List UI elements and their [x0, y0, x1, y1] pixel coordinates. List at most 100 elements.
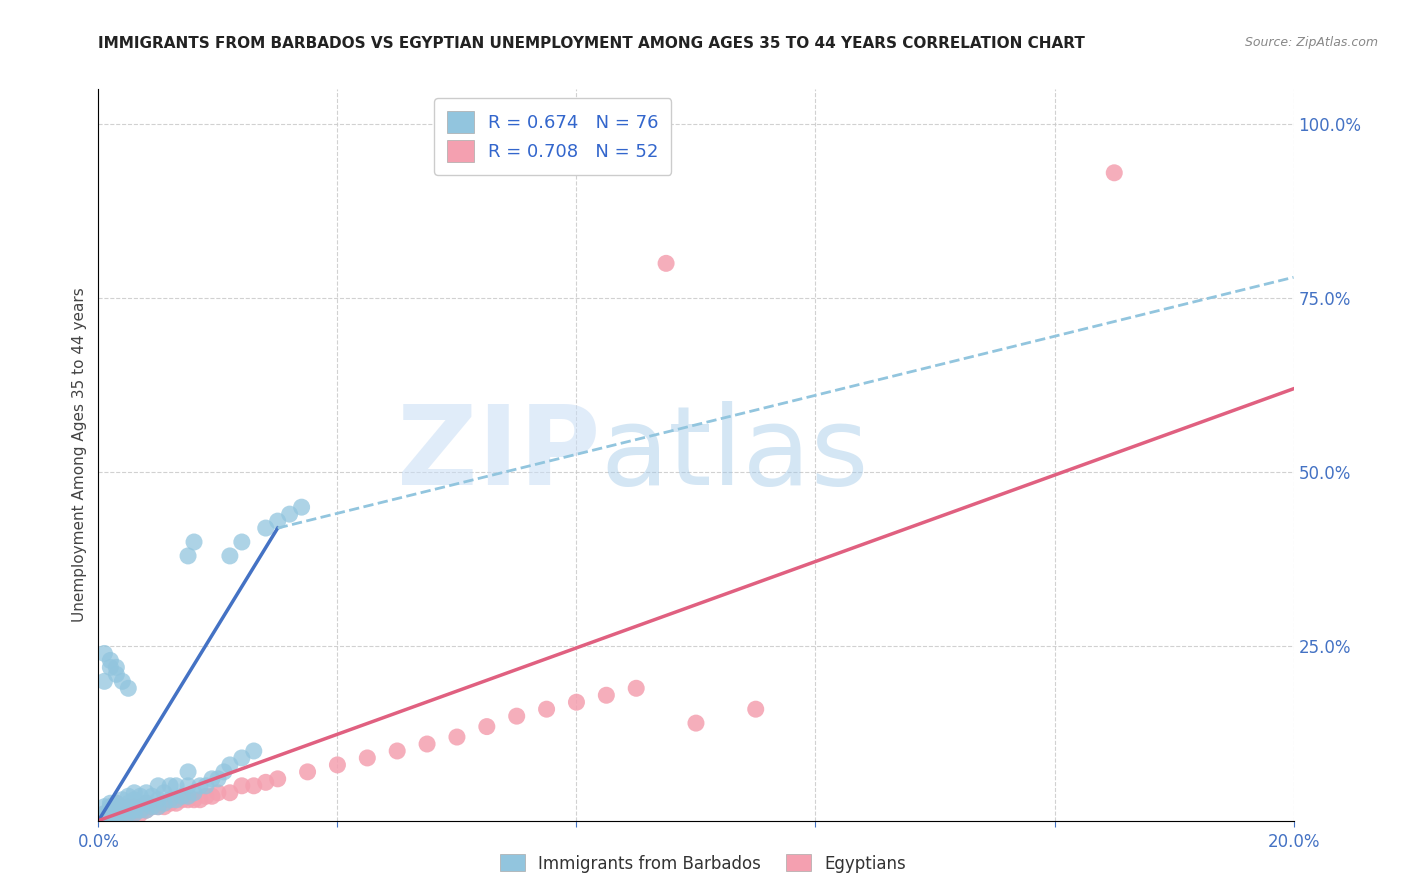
Point — [117, 681, 139, 696]
Point — [159, 793, 181, 807]
Point — [685, 716, 707, 731]
Legend: Immigrants from Barbados, Egyptians: Immigrants from Barbados, Egyptians — [494, 847, 912, 880]
Point — [385, 744, 409, 758]
Point — [100, 810, 122, 824]
Point — [595, 688, 617, 702]
Point — [153, 799, 176, 814]
Point — [135, 796, 157, 810]
Point — [201, 772, 224, 786]
Point — [153, 796, 176, 810]
Point — [111, 806, 134, 821]
Point — [105, 796, 128, 810]
Point — [231, 751, 253, 765]
Point — [100, 806, 122, 821]
Point — [105, 803, 128, 817]
Point — [117, 806, 139, 821]
Legend: R = 0.674   N = 76, R = 0.708   N = 52: R = 0.674 N = 76, R = 0.708 N = 52 — [434, 98, 671, 175]
Point — [219, 786, 242, 800]
Point — [219, 758, 242, 772]
Point — [124, 793, 146, 807]
Point — [212, 764, 235, 779]
Point — [183, 535, 205, 549]
Point — [177, 779, 200, 793]
Point — [129, 789, 152, 804]
Point — [626, 681, 648, 696]
Point — [219, 549, 242, 563]
Point — [446, 730, 468, 744]
Point — [100, 803, 122, 817]
Point — [105, 810, 128, 824]
Point — [129, 799, 152, 814]
Point — [111, 799, 134, 814]
Point — [291, 500, 314, 515]
Point — [165, 796, 187, 810]
Point — [105, 796, 128, 810]
Point — [267, 514, 290, 528]
Point — [254, 521, 277, 535]
Point — [117, 789, 139, 804]
Point — [195, 779, 218, 793]
Point — [93, 810, 115, 824]
Point — [188, 793, 211, 807]
Point — [124, 799, 146, 814]
Point — [93, 674, 115, 689]
Point — [177, 793, 200, 807]
Point — [100, 653, 122, 667]
Point — [231, 779, 253, 793]
Point — [105, 806, 128, 821]
Point — [201, 789, 224, 804]
Point — [297, 764, 319, 779]
Point — [172, 789, 194, 804]
Point — [506, 709, 529, 723]
Point — [129, 796, 152, 810]
Point — [267, 772, 290, 786]
Point — [141, 799, 163, 814]
Point — [141, 799, 163, 814]
Text: IMMIGRANTS FROM BARBADOS VS EGYPTIAN UNEMPLOYMENT AMONG AGES 35 TO 44 YEARS CORR: IMMIGRANTS FROM BARBADOS VS EGYPTIAN UNE… — [98, 36, 1085, 51]
Point — [124, 803, 146, 817]
Text: ZIP: ZIP — [396, 401, 600, 508]
Point — [207, 772, 229, 786]
Point — [565, 695, 588, 709]
Point — [129, 806, 152, 821]
Point — [159, 779, 181, 793]
Point — [124, 799, 146, 814]
Point — [111, 803, 134, 817]
Point — [135, 803, 157, 817]
Point — [135, 796, 157, 810]
Point — [105, 799, 128, 814]
Point — [100, 810, 122, 824]
Point — [93, 806, 115, 821]
Point — [243, 744, 266, 758]
Point — [117, 799, 139, 814]
Point — [148, 799, 170, 814]
Point — [183, 793, 205, 807]
Point — [129, 803, 152, 817]
Point — [141, 789, 163, 804]
Point — [100, 806, 122, 821]
Point — [183, 786, 205, 800]
Point — [93, 806, 115, 821]
Point — [356, 751, 378, 765]
Point — [231, 535, 253, 549]
Point — [148, 779, 170, 793]
Point — [111, 799, 134, 814]
Point — [111, 806, 134, 821]
Point — [1104, 166, 1126, 180]
Point — [124, 806, 146, 821]
Point — [177, 549, 200, 563]
Point — [159, 796, 181, 810]
Point — [93, 647, 115, 661]
Point — [326, 758, 349, 772]
Point — [111, 793, 134, 807]
Point — [153, 786, 176, 800]
Point — [177, 764, 200, 779]
Point — [117, 796, 139, 810]
Point — [243, 779, 266, 793]
Y-axis label: Unemployment Among Ages 35 to 44 years: Unemployment Among Ages 35 to 44 years — [72, 287, 87, 623]
Point — [117, 806, 139, 821]
Point — [207, 786, 229, 800]
Point — [188, 779, 211, 793]
Point — [124, 786, 146, 800]
Point — [148, 799, 170, 814]
